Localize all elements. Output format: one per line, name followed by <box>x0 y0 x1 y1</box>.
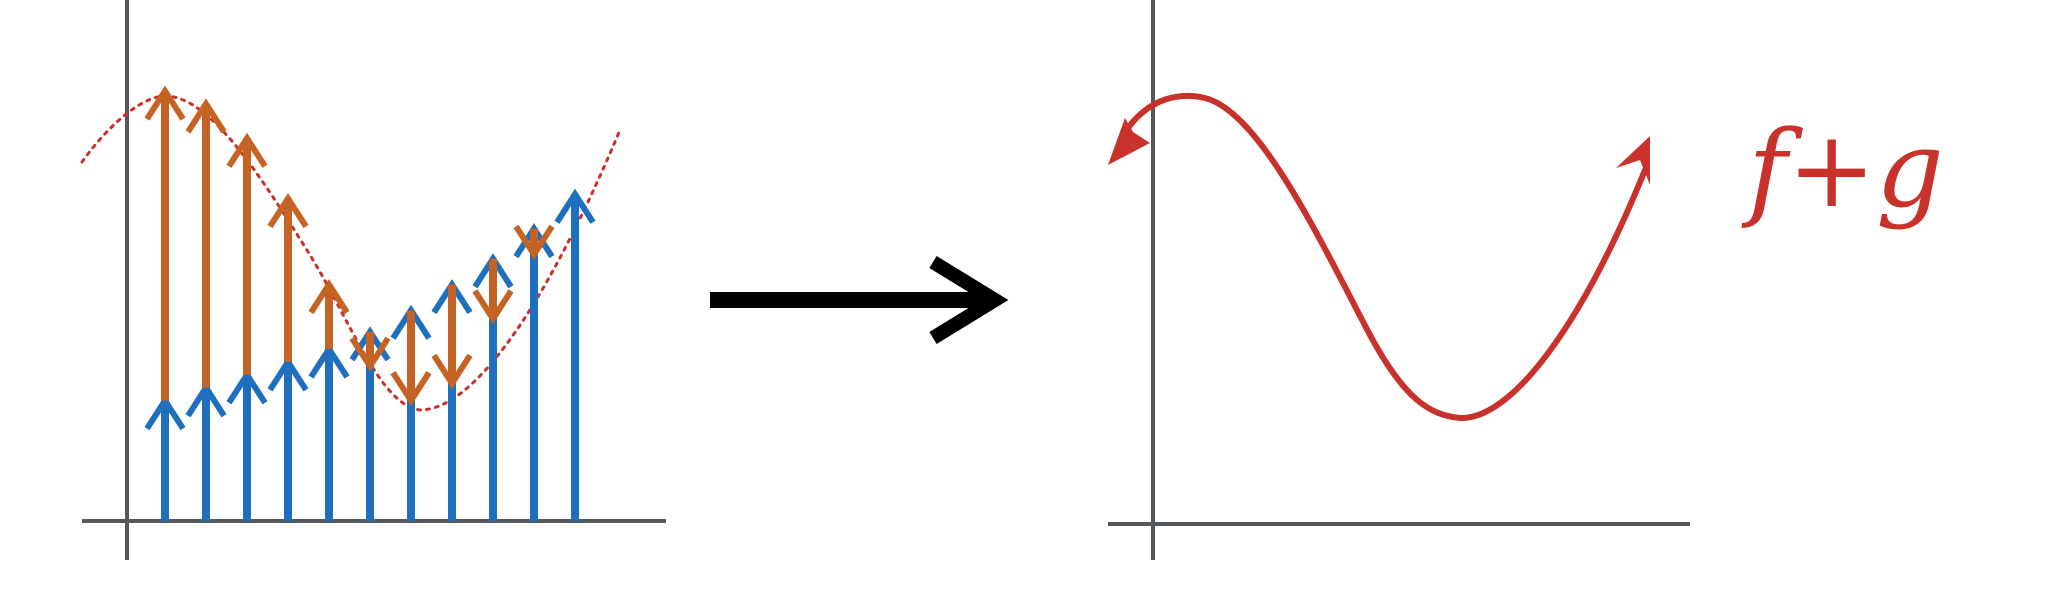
orange-arrow <box>185 98 227 388</box>
orange-arrow <box>390 310 432 407</box>
left-panel-sampled-functions <box>80 0 666 560</box>
result-curve-left-arrowhead <box>1108 118 1150 165</box>
sample-arrows <box>144 85 596 521</box>
result-curve <box>1125 92 1648 422</box>
orange-arrow <box>472 258 514 325</box>
blue-arrow <box>144 395 186 521</box>
orange-arrow <box>226 132 268 375</box>
sum-label: f+g <box>1741 108 1944 231</box>
orange-arrow <box>431 284 473 389</box>
right-panel-sum-curve: f+g <box>1108 0 1944 560</box>
blue-arrow <box>513 223 555 521</box>
orange-arrow <box>267 192 309 362</box>
result-curve-right-arrowhead <box>1616 136 1650 185</box>
orange-arrow <box>308 278 350 349</box>
orange-arrow <box>144 85 186 401</box>
blue-arrow <box>554 188 596 521</box>
blue-arrow <box>226 369 268 521</box>
transform-arrow <box>710 256 1009 344</box>
blue-arrow <box>185 382 227 521</box>
transform-arrowhead <box>929 256 1009 344</box>
blue-arrow <box>267 356 309 521</box>
blue-arrow <box>308 343 350 521</box>
orange-arrow <box>513 224 555 260</box>
orange-arrow <box>349 331 391 372</box>
